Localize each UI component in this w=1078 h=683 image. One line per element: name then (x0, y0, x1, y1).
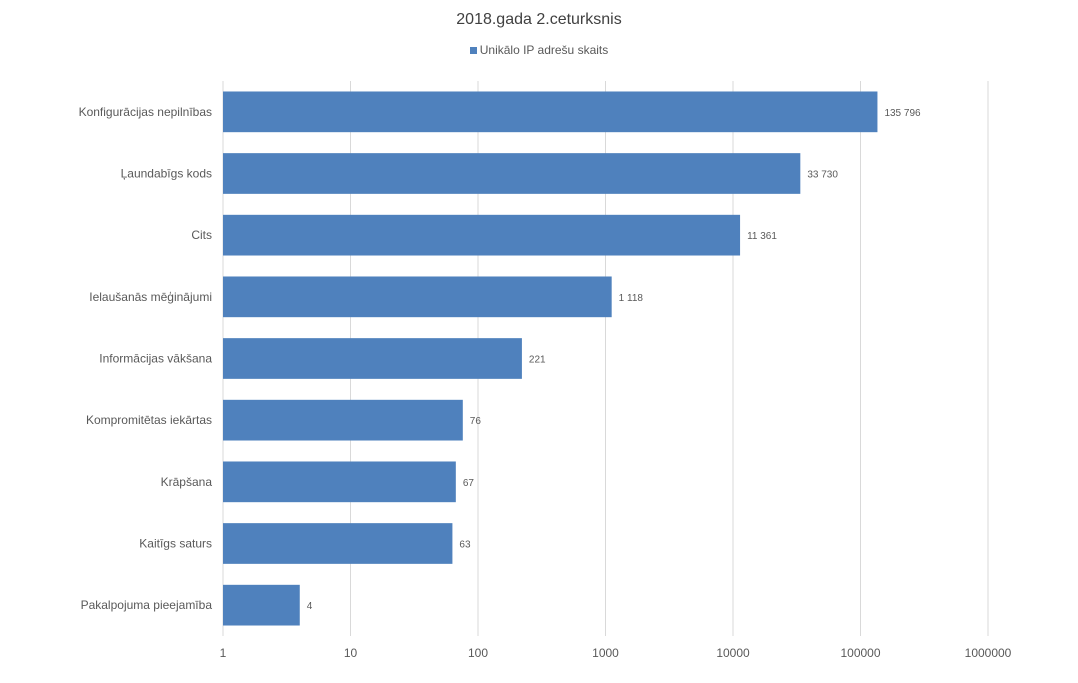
legend: Unikālo IP adrešu skaits (0, 43, 1078, 57)
bar (223, 523, 453, 564)
legend-label: Unikālo IP adrešu skaits (479, 43, 609, 57)
data-label: 67 (463, 478, 475, 489)
legend-swatch (469, 47, 477, 54)
bar (223, 214, 741, 256)
category-label: Cits (191, 228, 212, 242)
data-label: 135 796 (884, 108, 921, 119)
x-tick-label: 10000 (716, 646, 750, 660)
category-label: Konfigurācijas nepilnības (79, 105, 212, 119)
chart-title: 2018.gada 2.ceturksnis (456, 11, 622, 28)
data-label: 63 (459, 540, 471, 551)
data-label: 33 730 (807, 170, 838, 181)
x-tick-label: 100 (468, 646, 488, 660)
category-label: Informācijas vākšana (99, 352, 212, 366)
category-label: Ļaundabīgs kods (121, 167, 212, 181)
x-tick-label: 1000000 (965, 646, 1012, 660)
data-label: 11 361 (747, 231, 777, 242)
bar (223, 338, 522, 379)
bar (223, 399, 463, 441)
bar (223, 276, 612, 318)
bar (223, 91, 878, 133)
category-label: Ielaušanās mēģinājumi (89, 290, 212, 304)
data-label: 76 (470, 416, 482, 427)
category-label: Kaitīgs saturs (139, 537, 212, 551)
bar (223, 584, 300, 626)
bar (223, 153, 801, 194)
category-label: Krāpšana (161, 475, 213, 489)
x-tick-label: 100000 (840, 646, 880, 660)
data-label: 4 (307, 601, 313, 612)
data-label: 1 118 (619, 293, 644, 304)
x-tick-label: 1000 (592, 646, 619, 660)
data-label: 221 (529, 355, 546, 366)
category-label: Pakalpojuma pieejamība (81, 598, 213, 612)
x-tick-label: 10 (344, 646, 358, 660)
bar (223, 461, 456, 503)
category-label: Kompromitētas iekārtas (86, 413, 212, 427)
x-tick-label: 1 (220, 646, 227, 660)
